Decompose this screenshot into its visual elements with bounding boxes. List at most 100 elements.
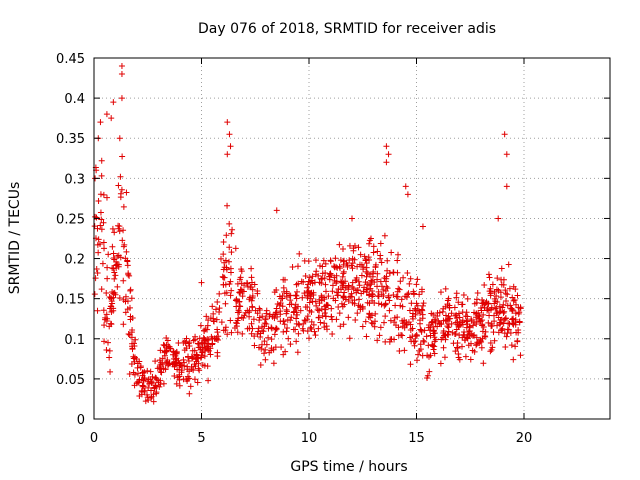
data-point: [500, 281, 507, 288]
data-point: [387, 317, 394, 324]
data-point: [401, 317, 408, 324]
y-tick-label: 0.15: [56, 293, 85, 308]
data-point: [326, 276, 333, 283]
data-point: [194, 340, 201, 347]
data-point: [300, 320, 307, 327]
data-point: [115, 263, 122, 270]
data-point: [508, 342, 515, 349]
data-point: [482, 328, 489, 335]
data-point: [412, 333, 419, 340]
data-point: [261, 320, 268, 327]
data-point: [378, 301, 385, 308]
data-point: [98, 157, 105, 164]
data-point: [351, 297, 358, 304]
data-point: [419, 307, 426, 314]
data-point: [335, 289, 342, 296]
data-point: [103, 111, 110, 118]
data-point: [357, 306, 364, 313]
data-point: [377, 252, 384, 259]
data-point: [108, 115, 115, 122]
data-point: [362, 279, 369, 286]
data-point: [106, 354, 113, 361]
data-point: [317, 319, 324, 326]
data-point: [313, 268, 320, 275]
data-point: [255, 325, 262, 332]
data-point: [156, 365, 163, 372]
data-point: [308, 277, 315, 284]
data-point: [354, 310, 361, 317]
data-point: [337, 257, 344, 264]
data-point: [372, 263, 379, 270]
y-tick-label: 0.2: [64, 253, 85, 268]
data-point: [106, 323, 113, 330]
data-point: [378, 283, 385, 290]
data-point: [500, 309, 507, 316]
data-point: [321, 324, 328, 331]
data-point: [262, 346, 269, 353]
data-point: [100, 307, 107, 314]
data-point: [302, 273, 309, 280]
data-point: [498, 327, 505, 334]
data-point: [325, 293, 332, 300]
data-point: [201, 347, 208, 354]
data-point: [99, 260, 106, 267]
data-point: [306, 335, 313, 342]
data-point: [425, 322, 432, 329]
data-point: [442, 331, 449, 338]
data-point: [147, 376, 154, 383]
data-point: [361, 253, 368, 260]
data-point: [374, 248, 381, 255]
data-point: [390, 269, 397, 276]
data-point: [434, 312, 441, 319]
data-point: [95, 249, 102, 256]
data-point: [115, 225, 122, 232]
data-point: [229, 226, 236, 233]
data-point: [385, 294, 392, 301]
data-point: [321, 275, 328, 282]
data-point: [333, 272, 340, 279]
data-point: [459, 319, 466, 326]
data-point: [512, 310, 519, 317]
data-point: [463, 324, 470, 331]
data-point: [479, 300, 486, 307]
data-point: [489, 344, 496, 351]
data-point: [453, 344, 460, 351]
data-point: [212, 336, 219, 343]
data-point: [481, 304, 488, 311]
data-point: [104, 275, 111, 282]
data-point: [118, 95, 125, 102]
data-point: [293, 281, 300, 288]
data-point: [376, 332, 383, 339]
data-point: [131, 371, 138, 378]
data-point: [493, 305, 500, 312]
data-point: [127, 287, 134, 294]
data-point: [190, 367, 197, 374]
data-point: [293, 338, 300, 345]
data-point: [395, 332, 402, 339]
data-point: [502, 297, 509, 304]
data-point: [216, 305, 223, 312]
data-point: [358, 290, 365, 297]
data-point: [352, 316, 359, 323]
data-point: [494, 322, 501, 329]
data-point: [480, 360, 487, 367]
data-point: [185, 340, 192, 347]
data-point: [394, 288, 401, 295]
data-point: [489, 281, 496, 288]
data-point: [120, 227, 127, 234]
data-point: [299, 294, 306, 301]
data-point: [348, 290, 355, 297]
data-point: [139, 382, 146, 389]
data-point: [153, 389, 160, 396]
data-point: [181, 347, 188, 354]
data-point: [502, 290, 509, 297]
data-point: [350, 285, 357, 292]
data-point: [322, 260, 329, 267]
data-point: [157, 377, 164, 384]
data-point: [214, 299, 221, 306]
data-point: [378, 259, 385, 266]
data-point: [214, 349, 221, 356]
data-point: [322, 288, 329, 295]
data-point: [343, 260, 350, 267]
data-point: [305, 281, 312, 288]
